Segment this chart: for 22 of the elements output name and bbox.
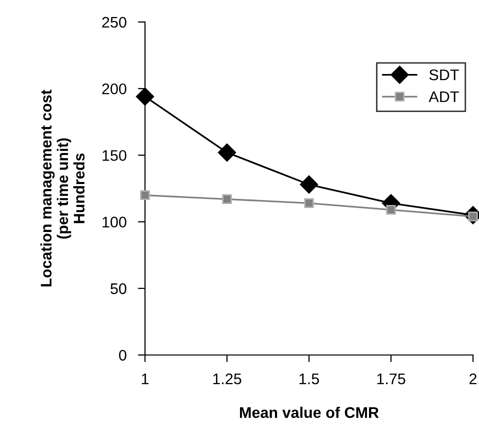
x-tick-label: 1.75 bbox=[377, 374, 406, 384]
y-tick-label: 200 bbox=[102, 83, 126, 94]
x-axis-title: Mean value of CMR bbox=[240, 406, 379, 418]
point bbox=[300, 175, 318, 194]
y-axis-title: Location management cost (per time unit) Hundreds bbox=[40, 90, 85, 286]
point bbox=[218, 143, 236, 162]
point bbox=[222, 194, 232, 204]
y-tick-label: 150 bbox=[102, 150, 126, 161]
legend-label: SDT bbox=[429, 69, 459, 80]
point bbox=[386, 204, 396, 215]
point bbox=[136, 88, 154, 106]
y-tick-label: 100 bbox=[102, 216, 126, 228]
point bbox=[140, 190, 150, 200]
x-tick-label: 1.5 bbox=[300, 374, 319, 384]
legend-label: ADT bbox=[428, 91, 459, 102]
y-tick-label: 250 bbox=[102, 16, 126, 28]
x-tick-label: 2 bbox=[470, 373, 476, 384]
point bbox=[304, 198, 314, 208]
x-tick-label: 1 bbox=[142, 374, 149, 384]
y-tick-label: 50 bbox=[110, 283, 126, 294]
x-tick-label: 1.25 bbox=[213, 373, 242, 384]
y-tick-label: 0 bbox=[119, 350, 126, 361]
